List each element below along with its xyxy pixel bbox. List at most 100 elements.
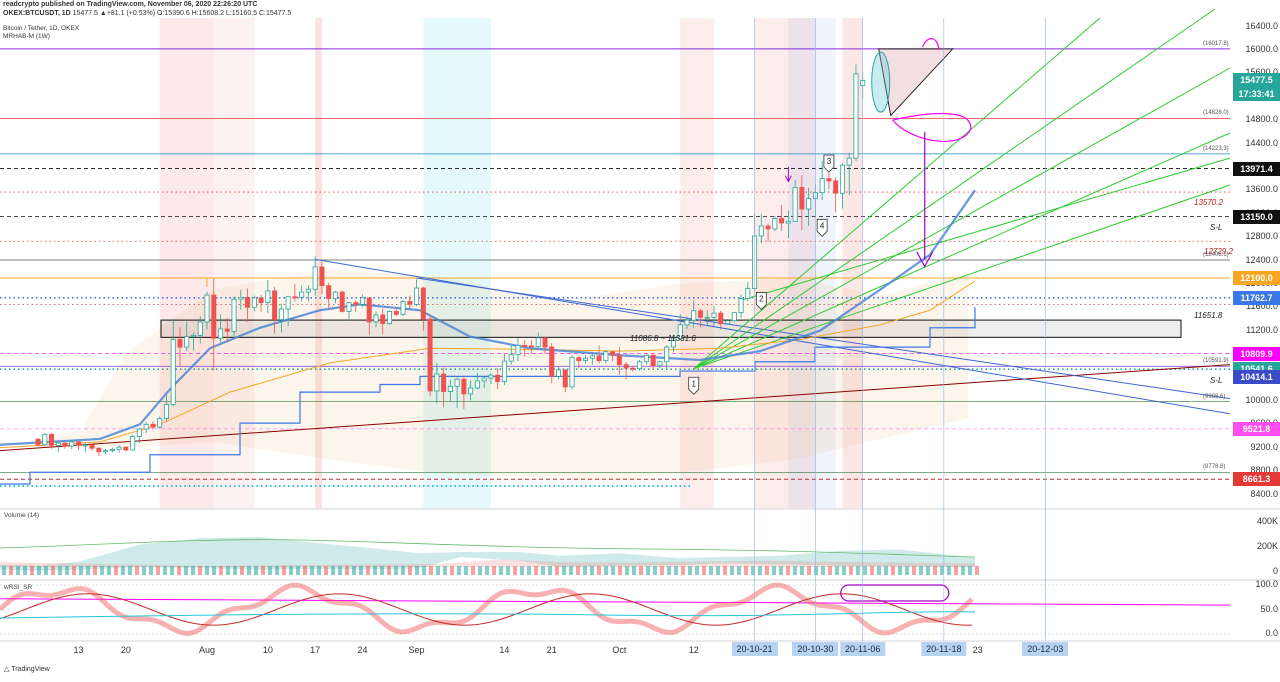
volume-bar	[387, 566, 391, 575]
level-label: (9988.6)	[1203, 393, 1226, 400]
candle-body	[623, 364, 629, 369]
candle	[35, 437, 41, 447]
marker-4-shape	[816, 218, 828, 237]
candle	[76, 440, 82, 451]
pane-tick: 0.0	[1265, 628, 1278, 638]
candle-body	[103, 450, 109, 453]
pane-tick: 200K	[1256, 541, 1278, 551]
candle	[691, 300, 697, 329]
level-label: (8778.8)	[1203, 464, 1226, 471]
candle-body	[515, 344, 521, 356]
candle-body	[332, 291, 338, 299]
candle	[556, 366, 562, 380]
fan-line-0	[693, 8, 1216, 370]
level-label: (14223.3)	[1203, 145, 1229, 152]
fan-line-3	[693, 132, 1231, 370]
volume-bar	[44, 566, 48, 575]
volume-bar	[422, 566, 426, 575]
candle	[819, 161, 825, 201]
price-label: 13150.0	[1233, 209, 1280, 224]
price-tick: 13600.0	[1245, 184, 1278, 195]
x-date-badge[interactable]: 20-10-21	[731, 642, 778, 656]
x-date-badge[interactable]: 20-12-03	[1022, 642, 1069, 656]
volume-bar	[576, 566, 580, 575]
volume-bar	[205, 566, 209, 575]
candle	[603, 350, 609, 364]
candle	[265, 279, 271, 314]
volume-bar	[618, 566, 622, 575]
candle-body	[630, 367, 636, 370]
price-tick: 14400.0	[1245, 137, 1278, 148]
candle-body	[495, 374, 501, 383]
candle-body	[488, 374, 494, 379]
candle	[387, 310, 393, 325]
level-label: (14828.0)	[1203, 110, 1229, 117]
candle-body	[292, 296, 298, 299]
candle	[562, 369, 568, 393]
price-tick: 12400.0	[1245, 254, 1278, 265]
rsi-pane-title[interactable]: wRSI_SR	[4, 584, 33, 591]
candle	[576, 355, 582, 369]
volume-bar	[401, 566, 405, 575]
volume-bar	[457, 566, 461, 575]
volume-bar	[821, 566, 825, 575]
candle	[393, 308, 399, 317]
candle	[454, 377, 460, 408]
candle	[143, 421, 149, 434]
shaded-band-6	[788, 18, 836, 508]
candle-body	[704, 316, 710, 319]
price-label: 10809.9	[1233, 346, 1280, 361]
marker-1-shape	[688, 376, 700, 395]
x-tick: 12	[688, 645, 699, 655]
level-label: (10591.9)	[1203, 358, 1229, 365]
candle	[501, 354, 507, 386]
volume-bar	[562, 566, 566, 575]
volume-bar	[366, 566, 370, 575]
volume-bar	[926, 566, 930, 575]
volume-bar	[492, 566, 496, 575]
volume-pane-title[interactable]: Volume (14)	[4, 512, 40, 519]
volume-bar	[807, 566, 811, 575]
volume-bar	[709, 566, 713, 575]
volume-bar	[450, 566, 454, 575]
purple-arrowhead	[916, 251, 934, 268]
marker-4-text: 4	[820, 221, 825, 230]
candle	[407, 295, 413, 310]
candle-body	[76, 441, 82, 446]
volume-bar	[198, 566, 202, 575]
candle	[461, 375, 467, 410]
candle-body	[725, 320, 731, 325]
candle	[109, 447, 115, 453]
volume-bar	[282, 566, 286, 575]
candle-body	[35, 438, 41, 446]
x-date-badge[interactable]: 20-11-06	[840, 642, 886, 656]
volume-bar	[72, 566, 76, 575]
candle-body	[427, 318, 433, 392]
candle	[245, 288, 251, 322]
candle	[339, 290, 345, 313]
candle	[150, 421, 156, 430]
x-tick: 10	[262, 645, 273, 655]
volume-bar	[604, 566, 608, 575]
legend-main[interactable]: Bitcoin / Tether, 1D, OKEX	[3, 25, 80, 32]
candle-body	[853, 73, 859, 159]
candle	[792, 179, 798, 222]
candle	[218, 314, 224, 343]
x-date-badge[interactable]: 20-10-30	[792, 642, 839, 656]
volume-bar	[65, 566, 69, 575]
volume-bar	[380, 566, 384, 575]
candle-body	[643, 354, 649, 363]
legend-indicator[interactable]: MRHAB-M (1W)	[3, 33, 50, 40]
candle-body	[441, 373, 447, 392]
candle	[373, 311, 379, 328]
volume-bar	[730, 566, 734, 575]
level-label-12729: 12729.2	[1204, 247, 1233, 256]
volume-bar	[660, 566, 664, 575]
x-date-badge[interactable]: 20-11-18	[921, 642, 967, 656]
candle	[677, 314, 683, 340]
candle	[684, 316, 690, 329]
shaded-band-1	[213, 18, 255, 508]
publisher-text: readcrypto published on TradingView.com,…	[3, 1, 258, 8]
